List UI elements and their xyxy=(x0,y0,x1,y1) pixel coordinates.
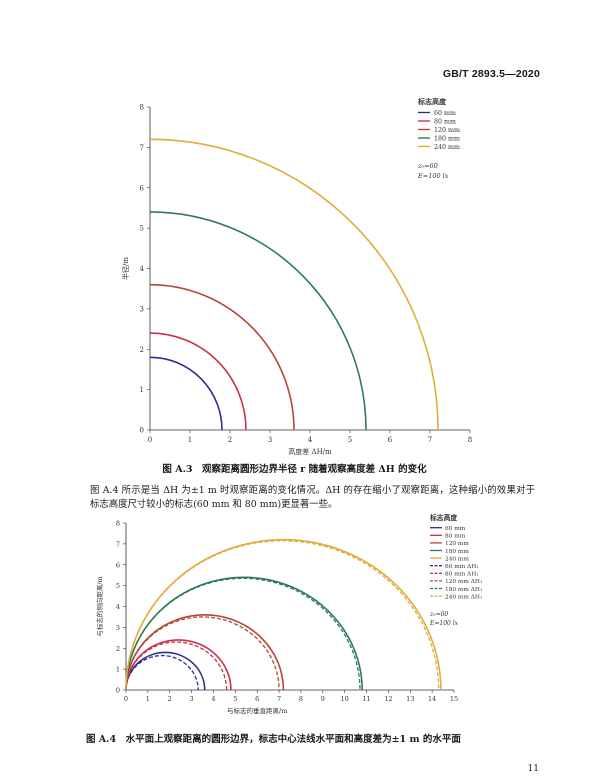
x-tick-label: 6 xyxy=(255,695,259,703)
y-tick-label: 8 xyxy=(116,520,120,528)
y-tick-label: 1 xyxy=(116,666,120,674)
y-tick-label: 7 xyxy=(116,540,120,548)
series-arc-120-mm xyxy=(149,283,295,431)
legend-entry: 180 mm ΔH₁ xyxy=(445,587,482,593)
figure-a4-chart: 0 1 2 3 4 5 6 7 8 9 10 11 12 13 14 15012345678与标志的垂直距离/… xyxy=(95,513,482,715)
series-arc-80-mm-ΔH₁ xyxy=(125,641,228,691)
x-tick-label: 3 xyxy=(268,436,272,444)
x-axis-label: 高度差 ΔH/m xyxy=(288,447,332,456)
x-tick-label: 3 xyxy=(190,695,194,703)
series-arc-180-mm xyxy=(149,211,367,431)
legend-entry: 120 mm xyxy=(445,541,469,547)
y-axis-label: 与标志的侧向距离/m xyxy=(95,576,104,636)
series-arc-120-mm-ΔH₁ xyxy=(125,616,280,691)
x-tick-label: 1 xyxy=(146,695,150,703)
legend-entry: 120 mm xyxy=(434,127,460,134)
legend-entry: 80 mm ΔH₁ xyxy=(445,572,479,578)
y-tick-label: 0 xyxy=(140,427,144,435)
series-arc-80-mm xyxy=(125,639,232,691)
body-paragraph: 图 A.4 所示是当 ΔH 为±1 m 时观察距离的变化情况。ΔH 的存在缩小了… xyxy=(90,485,535,510)
series-arc-60-mm-ΔH₁ xyxy=(125,654,199,691)
legend-entry: 180 mm xyxy=(434,136,460,143)
series-arc-180-mm xyxy=(125,576,363,691)
legend-entry: 60 mm xyxy=(434,110,456,117)
x-tick-label: 7 xyxy=(277,695,281,703)
y-tick-label: 3 xyxy=(116,624,120,632)
y-tick-label: 0 xyxy=(116,687,120,695)
x-tick-label: 0 xyxy=(124,695,128,703)
legend-entry: 80 mm xyxy=(434,119,456,126)
figure-a4-caption: 图 A.4 水平面上观察距离的圆形边界，标志中心法线水平面和高度差为±1 m 的… xyxy=(86,734,461,745)
standard-code: GB/T 2893.5—2020 xyxy=(442,68,540,80)
x-tick-label: 6 xyxy=(388,436,393,444)
y-tick-label: 2 xyxy=(116,645,120,653)
x-tick-label: 2 xyxy=(168,695,172,703)
x-tick-label: 4 xyxy=(308,436,313,444)
series-arc-240-mm-ΔH₁ xyxy=(125,540,440,691)
legend-entry: 60 mm xyxy=(445,526,466,532)
x-tick-label: 8 xyxy=(468,436,472,444)
x-tick-label: 13 xyxy=(406,695,414,703)
legend-entry: 240 mm ΔH₁ xyxy=(445,594,482,600)
x-tick-label: 11 xyxy=(362,695,370,703)
legend-entry: 240 mm xyxy=(445,556,469,562)
y-tick-label: 6 xyxy=(140,184,145,192)
figure-a3-chart: 0 1 2 3 4 5 6 7 8 0 1 2 3 4 5 6 7 8 高度差 ΔH/m 半径/m 标志高度 60 mm 8… xyxy=(121,97,472,456)
x-axis-label: 与标志的垂直距离/m xyxy=(227,706,287,715)
series-arc-60-mm xyxy=(149,356,223,431)
x-tick-label: 5 xyxy=(348,436,352,444)
y-tick-label: 6 xyxy=(116,561,120,569)
legend-entry: 180 mm xyxy=(445,549,469,555)
series-arc-60-mm xyxy=(125,651,206,691)
page-number: 11 xyxy=(527,764,539,774)
x-tick-label: 5 xyxy=(233,695,237,703)
legend-title: 标志高度 xyxy=(429,513,457,522)
legend-param: z₀=60 xyxy=(417,162,438,170)
legend-param: E=100 lx xyxy=(417,172,449,180)
series-arc-180-mm-ΔH₁ xyxy=(125,578,361,691)
y-tick-label: 7 xyxy=(140,144,144,152)
x-tick-label: 12 xyxy=(384,695,392,703)
series-arc-80-mm xyxy=(149,332,247,431)
y-tick-label: 2 xyxy=(140,346,144,354)
x-tick-label: 15 xyxy=(450,695,458,703)
legend-param: E=100 lx xyxy=(429,620,459,627)
legend-title: 标志高度 xyxy=(417,97,447,106)
y-tick-label: 5 xyxy=(116,582,120,590)
x-tick-label: 10 xyxy=(341,695,349,703)
legend-entry: 80 mm xyxy=(445,534,466,540)
figure-a3-caption: 图 A.3 观察距离圆形边界半径 r 随着观察高度差 ΔH 的变化 xyxy=(162,464,427,475)
y-tick-label: 8 xyxy=(140,104,144,112)
legend-entry: 240 mm xyxy=(434,144,460,151)
x-tick-label: 4 xyxy=(211,695,215,703)
y-axis-label: 半径/m xyxy=(121,257,130,280)
series-arc-120-mm xyxy=(125,614,285,691)
x-tick-label: 7 xyxy=(428,436,432,444)
series-arc-240-mm xyxy=(125,538,442,691)
x-tick-label: 0 xyxy=(148,436,152,444)
x-tick-label: 14 xyxy=(428,695,436,703)
x-tick-label: 2 xyxy=(228,436,232,444)
x-tick-label: 8 xyxy=(299,695,303,703)
y-tick-label: 3 xyxy=(140,305,144,313)
y-tick-label: 4 xyxy=(140,265,145,273)
y-tick-label: 4 xyxy=(116,603,120,611)
legend-entry: 120 mm ΔH₁ xyxy=(445,579,482,585)
legend-entry: 60 mm ΔH₁ xyxy=(445,564,479,570)
x-tick-label: 1 xyxy=(188,436,192,444)
y-tick-label: 1 xyxy=(140,386,144,394)
x-tick-label: 9 xyxy=(321,695,325,703)
y-tick-label: 5 xyxy=(140,225,144,233)
legend-param: z₀=60 xyxy=(429,611,448,618)
series-arc-240-mm xyxy=(149,138,439,431)
